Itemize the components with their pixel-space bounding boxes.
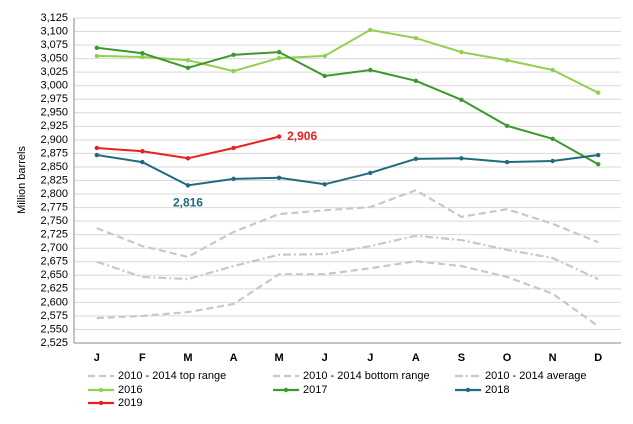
point [140, 51, 145, 56]
point [596, 90, 601, 95]
y-tick-label: 2,925 [40, 120, 68, 132]
point [596, 162, 601, 167]
point [185, 58, 191, 63]
y-tick-label: 3,075 [40, 39, 68, 51]
data-label: 2,906 [287, 129, 317, 143]
point [413, 78, 419, 84]
x-tick-label: S [458, 352, 465, 364]
point [94, 152, 99, 158]
y-tick-label: 2,800 [40, 188, 68, 200]
legend-label: 2019 [118, 397, 142, 409]
point [185, 156, 191, 161]
legend-label: 2017 [303, 384, 327, 396]
point [368, 67, 373, 73]
y-tick-label: 3,025 [40, 66, 68, 78]
y-tick-label: 2,525 [40, 337, 68, 349]
legend-marker [98, 400, 104, 406]
x-tick-label: O [503, 352, 512, 364]
y-tick-label: 3,000 [40, 80, 68, 92]
legend-label: 2010 - 2014 average [485, 370, 587, 382]
series-line [96, 154, 599, 187]
series-line [96, 234, 599, 281]
x-tick-label: F [139, 352, 146, 364]
y-tick-label: 2,725 [40, 229, 68, 241]
y-tick-label: 3,100 [40, 25, 68, 37]
y-tick-label: 2,900 [40, 134, 68, 146]
point [231, 52, 236, 58]
point [504, 159, 510, 165]
y-tick-label: 2,850 [40, 161, 68, 173]
point [185, 65, 191, 71]
series-line [96, 46, 599, 166]
y-tick-label: 2,775 [40, 201, 68, 213]
y-tick-label: 2,950 [40, 107, 68, 119]
y-tick-label: 2,700 [40, 242, 68, 254]
point [140, 149, 145, 154]
point [504, 123, 510, 128]
legend-label: 2016 [118, 384, 142, 396]
point [276, 55, 282, 61]
point [140, 159, 145, 165]
point [276, 134, 282, 139]
legend-label: 2010 - 2014 bottom range [303, 370, 430, 382]
y-tick-label: 2,625 [40, 283, 68, 295]
legend-marker [283, 387, 289, 393]
x-tick-label: M [275, 352, 284, 364]
series-line [96, 28, 599, 94]
point [276, 175, 282, 180]
point [596, 152, 601, 158]
legend-label: 2010 - 2014 top range [118, 370, 226, 382]
point [276, 49, 282, 55]
legend-marker [98, 387, 104, 393]
legend-marker [465, 387, 471, 393]
x-tick-label: A [412, 352, 420, 364]
y-tick-label: 2,575 [40, 310, 68, 322]
x-tick-label: D [594, 352, 602, 364]
y-tick-label: 2,825 [40, 174, 68, 186]
x-tick-label: J [94, 352, 100, 364]
point [94, 53, 99, 59]
x-tick-label: N [549, 352, 557, 364]
point [413, 35, 419, 41]
y-tick-label: 3,125 [40, 12, 68, 24]
point [550, 136, 555, 141]
point [413, 156, 419, 162]
data-label: 2,816 [173, 196, 203, 210]
point [550, 158, 555, 164]
y-tick-label: 2,600 [40, 296, 68, 308]
point [322, 182, 327, 187]
point [459, 49, 464, 55]
point [94, 145, 99, 151]
x-tick-label: A [230, 352, 238, 364]
y-axis-label: Million barrels [16, 146, 28, 214]
y-tick-label: 2,975 [40, 93, 68, 105]
series-line [96, 189, 599, 259]
y-tick-label: 2,750 [40, 215, 68, 227]
point [185, 183, 191, 188]
point [322, 73, 327, 79]
y-tick-label: 2,550 [40, 323, 68, 335]
x-tick-label: M [183, 352, 192, 364]
point [504, 58, 510, 63]
x-tick-label: J [367, 352, 373, 364]
point [459, 156, 464, 161]
point [322, 53, 327, 59]
point [368, 27, 373, 33]
legend-label: 2018 [485, 384, 509, 396]
point [550, 67, 555, 73]
y-tick-label: 2,875 [40, 147, 68, 159]
point [231, 145, 236, 151]
point [231, 68, 236, 74]
y-tick-label: 3,050 [40, 53, 68, 65]
series-line [96, 260, 599, 328]
y-tick-label: 2,650 [40, 269, 68, 281]
x-tick-label: J [322, 352, 328, 364]
point [368, 170, 373, 176]
y-tick-label: 2,675 [40, 256, 68, 268]
point [231, 176, 236, 182]
point [459, 97, 464, 102]
point [140, 54, 145, 60]
point [94, 45, 99, 50]
